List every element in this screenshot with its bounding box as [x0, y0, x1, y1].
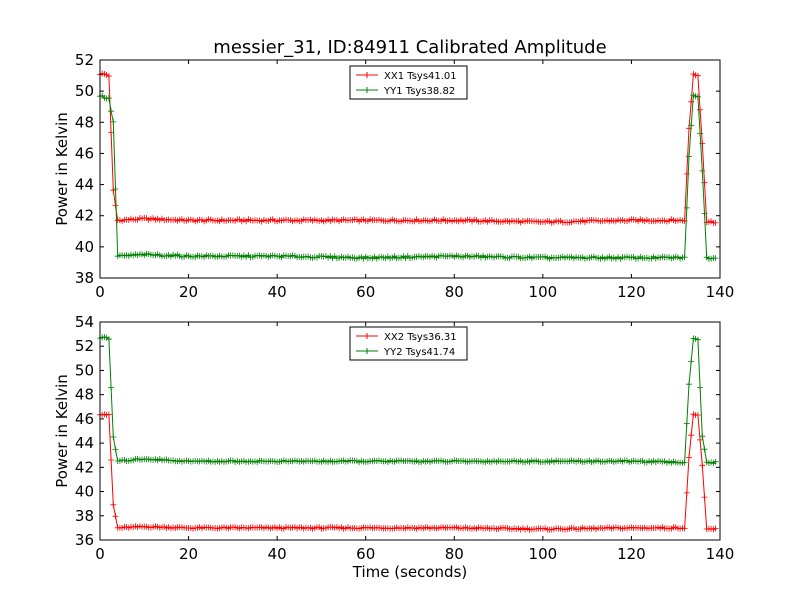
- x-tick-label: 100: [529, 545, 558, 563]
- y-tick-label: 46: [75, 144, 94, 162]
- legend-marker: [364, 87, 370, 93]
- y-axis-label: Power in Kelvin: [53, 374, 71, 488]
- y-tick-label: 42: [75, 458, 94, 476]
- chart-panel-1: 0 20 40 60 80 100 120 140 38 40 42 44 46 48 50 52 Power …: [53, 51, 734, 301]
- x-tick-label: 80: [445, 545, 464, 563]
- y-tick-label: 52: [75, 337, 94, 355]
- x-tick-label: 120: [617, 283, 646, 301]
- y-tick-label: 48: [75, 386, 94, 404]
- chart-panel-2: 0 20 40 60 80 100 120 140 36 38 40 42 44 46 48 50 52 54 Po…: [53, 313, 734, 563]
- legend-label: XX1 Tsys41.01: [384, 71, 457, 82]
- y-tick-label: 40: [75, 238, 94, 256]
- x-tick-label: 140: [706, 545, 735, 563]
- y-tick-label: 38: [75, 507, 94, 525]
- legend-marker: [364, 333, 370, 339]
- y-tick-label: 50: [75, 82, 94, 100]
- x-axis-label: Time (seconds): [352, 563, 468, 581]
- legend-label: XX2 Tsys36.31: [384, 332, 457, 343]
- series-line-2-1: [100, 413, 716, 531]
- legend-marker: [364, 72, 370, 78]
- y-tick-label: 44: [75, 434, 94, 452]
- x-tick-label: 60: [356, 545, 375, 563]
- y-axis-label: Power in Kelvin: [53, 112, 71, 226]
- x-tick-label: 0: [95, 545, 105, 563]
- figure-title: messier_31, ID:84911 Calibrated Amplitud…: [213, 37, 606, 58]
- y-tick-label: 50: [75, 361, 94, 379]
- y-tick-label: 48: [75, 113, 94, 131]
- x-tick-label: 40: [268, 283, 287, 301]
- x-tick-label: 40: [268, 545, 287, 563]
- chart-panels: 0 20 40 60 80 100 120 140 38 40 42 44 46 48 50 52 Power …: [53, 51, 734, 563]
- y-tick-label: 54: [75, 313, 94, 331]
- y-tick-label: 36: [75, 531, 94, 549]
- series-markers-2-1: [97, 411, 719, 533]
- series-line-1-2: [99, 94, 716, 260]
- y-tick-label: 42: [75, 207, 94, 225]
- plot-frame: [99, 321, 721, 541]
- legend-box: [349, 65, 468, 100]
- y-tick-label: 40: [75, 483, 94, 501]
- series-markers-1-2: [97, 92, 719, 262]
- x-tick-label: 20: [179, 283, 198, 301]
- x-tick-label: 0: [95, 283, 105, 301]
- x-tick-label: 60: [356, 283, 375, 301]
- legend-box: [349, 326, 468, 361]
- x-tick-label: 80: [445, 283, 464, 301]
- legend-marker: [364, 348, 370, 354]
- y-tick-label: 44: [75, 176, 94, 194]
- y-tick-label: 38: [75, 269, 94, 287]
- x-tick-label: 100: [529, 283, 558, 301]
- x-tick-label: 120: [617, 545, 646, 563]
- x-tick-label: 20: [179, 545, 198, 563]
- legend-label: YY2 Tsys41.74: [383, 347, 455, 358]
- y-tick-label: 46: [75, 410, 94, 428]
- y-tick-label: 52: [75, 51, 94, 69]
- legend-label: YY1 Tsys38.82: [383, 86, 455, 97]
- x-tick-label: 140: [706, 283, 735, 301]
- plot-frame: [99, 59, 721, 279]
